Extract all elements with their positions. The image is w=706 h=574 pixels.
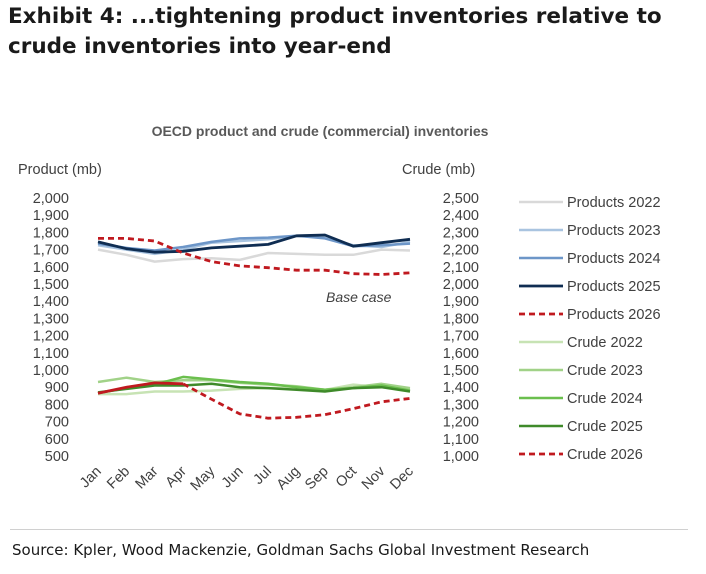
right-tick-label: 1,000 [443, 449, 479, 465]
legend-label-products-2023: Products 2023 [567, 223, 661, 239]
right-tick-label: 2,100 [443, 260, 479, 276]
legend-label-crude-2026: Crude 2026 [567, 447, 643, 463]
left-tick-label: 1,000 [33, 363, 69, 379]
legend-label-products-2025: Products 2025 [567, 279, 661, 295]
line-chart: 5006007008009001,0001,1001,2001,3001,400… [33, 191, 661, 494]
crude-2026-dashed-line [182, 382, 411, 420]
products-2025-line [97, 233, 411, 254]
x-tick-label: Nov [359, 463, 389, 493]
x-tick-label: Sep [302, 464, 332, 494]
series-group [97, 233, 411, 420]
left-tick-label: 600 [45, 432, 69, 448]
x-tick-label: Mar [133, 463, 162, 492]
products-2024-line [97, 234, 411, 252]
right-tick-label: 2,400 [443, 208, 479, 224]
left-tick-label: 1,200 [33, 329, 69, 345]
left-tick-label: 500 [45, 449, 69, 465]
products-2022-line [97, 248, 411, 263]
right-tick-label: 1,700 [443, 329, 479, 345]
legend-label-crude-2024: Crude 2024 [567, 391, 643, 407]
legend-label-crude-2023: Crude 2023 [567, 363, 643, 379]
legend: Products 2022 Products 2023 Products 2024 P… [519, 195, 661, 463]
left-tick-label: 2,000 [33, 191, 69, 207]
left-tick-label: 1,300 [33, 311, 69, 327]
x-tick-label: Jan [77, 464, 105, 492]
legend-label-products-2022: Products 2022 [567, 195, 661, 211]
crude-2025-line [97, 382, 411, 394]
right-tick-label: 2,500 [443, 191, 479, 207]
exhibit-title-line2: crude inventories into year-end [8, 34, 392, 59]
right-tick-label: 2,000 [443, 277, 479, 293]
right-tick-label: 2,300 [443, 225, 479, 241]
left-tick-label: 1,400 [33, 294, 69, 310]
x-tick-label: Aug [274, 464, 304, 494]
left-tick-label: 800 [45, 397, 69, 413]
legend-label-products-2026: Products 2026 [567, 307, 661, 323]
right-tick-label: 1,500 [443, 363, 479, 379]
source-note: Source: Kpler, Wood Mackenzie, Goldman S… [12, 541, 590, 559]
left-tick-label: 1,600 [33, 260, 69, 276]
legend-label-products-2024: Products 2024 [567, 251, 661, 267]
exhibit-title-line1: Exhibit 4: ...tightening product invento… [8, 4, 662, 29]
left-tick-label: 1,700 [33, 243, 69, 259]
x-tick-label: May [188, 463, 219, 494]
left-tick-label: 1,500 [33, 277, 69, 293]
exhibit-title: Exhibit 4: ...tightening product invento… [8, 2, 698, 62]
products-2026-line [98, 236, 411, 276]
left-tick-label: 1,900 [33, 208, 69, 224]
x-tick-label: Feb [104, 464, 133, 493]
right-axis-title: Crude (mb) [402, 162, 476, 178]
left-tick-label: 900 [45, 380, 69, 396]
right-tick-label: 1,300 [443, 397, 479, 413]
left-tick-label: 1,100 [33, 346, 69, 362]
right-tick-label: 1,100 [443, 432, 479, 448]
crude-2026-solid-line [97, 381, 184, 395]
right-tick-label: 1,400 [443, 380, 479, 396]
right-tick-label: 2,200 [443, 243, 479, 259]
right-tick-label: 1,900 [443, 294, 479, 310]
left-tick-label: 1,800 [33, 225, 69, 241]
right-tick-label: 1,200 [443, 415, 479, 431]
left-axis-title: Product (mb) [18, 162, 102, 178]
left-tick-label: 700 [45, 415, 69, 431]
right-tick-label: 1,600 [443, 346, 479, 362]
base-case-annotation: Base case [326, 289, 392, 305]
right-tick-label: 1,800 [443, 311, 479, 327]
x-tick-label: Dec [387, 464, 417, 494]
x-tick-label: Apr [163, 463, 190, 490]
legend-label-crude-2022: Crude 2022 [567, 335, 643, 351]
legend-label-crude-2025: Crude 2025 [567, 419, 643, 435]
x-tick-label: Jun [219, 464, 247, 492]
divider [10, 529, 688, 530]
chart-title: OECD product and crude (commercial) inve… [151, 123, 489, 139]
x-tick-label: Jul [251, 464, 275, 488]
x-tick-label: Oct [333, 464, 360, 491]
